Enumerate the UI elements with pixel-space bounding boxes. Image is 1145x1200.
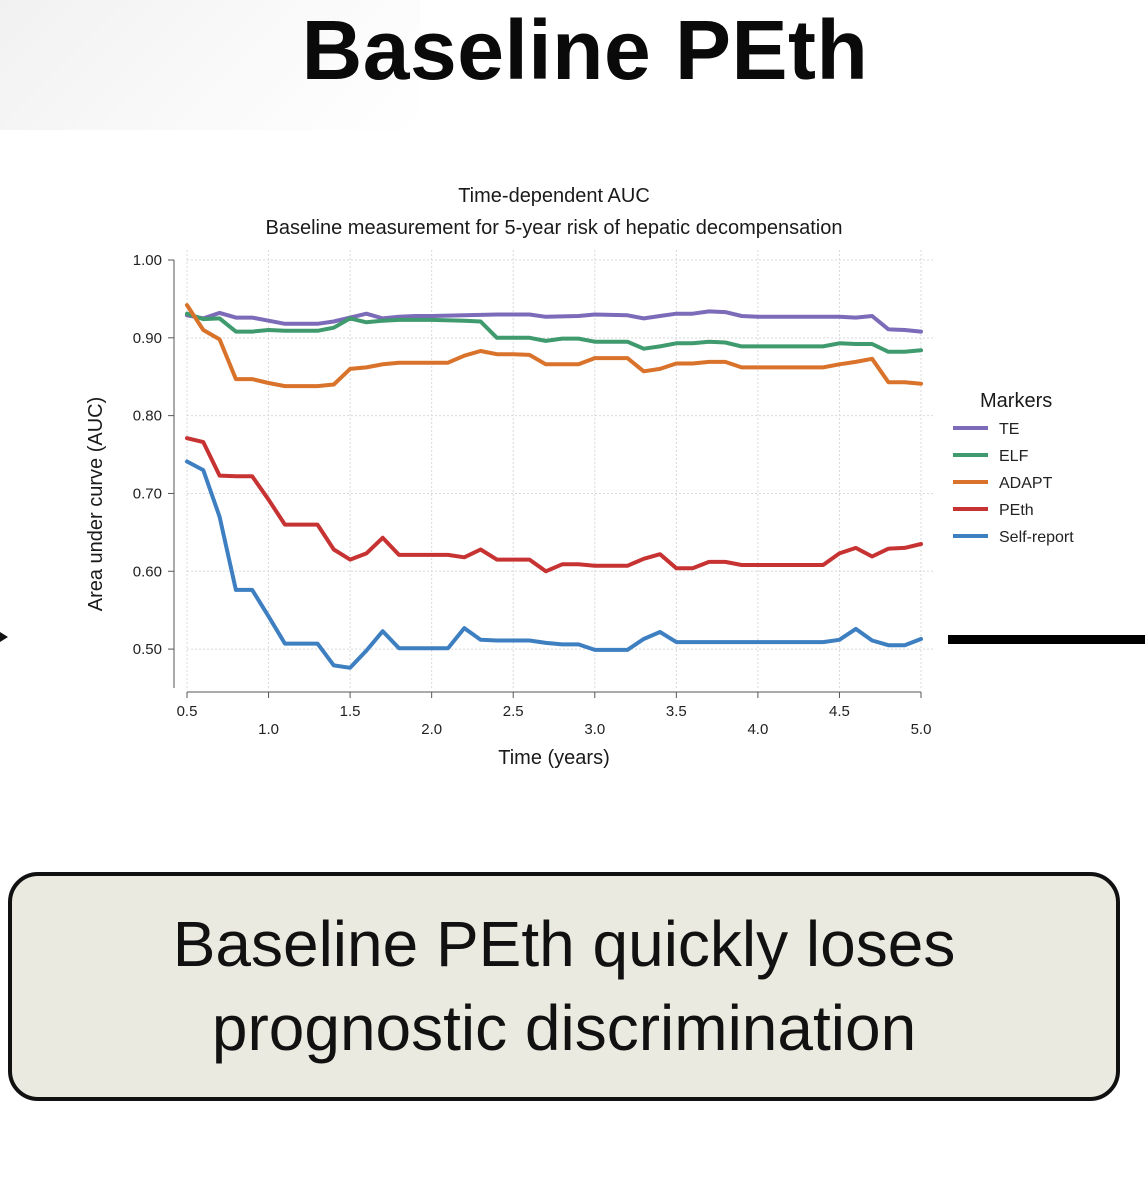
chart-title: Time-dependent AUC (458, 185, 650, 207)
legend-title: Markers (980, 390, 1052, 412)
conclusion-line-2: prognostic discrimination (211, 991, 917, 1064)
slide-title: Baseline PEth (301, 3, 869, 97)
chart-subtitle: Baseline measurement for 5-year risk of … (266, 217, 843, 239)
conclusion-text: Baseline PEth quickly loses prognostic d… (173, 903, 956, 1069)
legend-label-peth: PEth (999, 502, 1034, 519)
y-tick-label: 0.90 (133, 330, 162, 347)
y-tick-label: 1.00 (133, 252, 162, 269)
x-tick-label: 3.5 (666, 703, 687, 720)
x-tick-label: 1.5 (340, 703, 361, 720)
series-lines (185, 303, 923, 670)
legend-label-adapt: ADAPT (999, 475, 1053, 492)
conclusion-line-1: Baseline PEth quickly loses (172, 908, 956, 981)
series-line-te (185, 309, 923, 334)
x-tick-label: 0.5 (177, 703, 198, 720)
conclusion-box: Baseline PEth quickly loses prognostic d… (8, 872, 1120, 1101)
series-line-peth (185, 436, 923, 574)
series-line-adapt (185, 303, 923, 389)
legend-label-te: TE (999, 421, 1019, 438)
y-tick-label: 0.80 (133, 408, 162, 425)
legend-label-elf: ELF (999, 448, 1029, 465)
y-tick-label: 0.50 (133, 641, 162, 658)
y-tick-label: 0.70 (133, 485, 162, 502)
x-tick-label: 1.0 (258, 721, 279, 738)
left-edge-arrow-icon (0, 632, 8, 642)
right-edge-bar (948, 635, 1145, 644)
x-tick-label: 2.0 (421, 721, 442, 738)
legend: Markers TE ELF ADAPT PEth Self-report (953, 390, 1074, 546)
x-tick-label: 2.5 (503, 703, 524, 720)
x-tick-label: 4.5 (829, 703, 850, 720)
axes: 0.50 0.60 0.70 0.80 0.90 1.00 0.5 1.0 1.5 2.0 2.5 3… (133, 252, 932, 738)
x-axis-label: Time (years) (498, 747, 609, 769)
x-tick-label: 4.0 (747, 721, 768, 738)
legend-label-self-report: Self-report (999, 529, 1074, 546)
y-tick-label: 0.60 (133, 563, 162, 580)
top-left-shading (0, 0, 420, 130)
x-tick-label: 5.0 (911, 721, 932, 738)
x-tick-label: 3.0 (584, 721, 605, 738)
series-line-elf (185, 311, 923, 354)
y-axis-label: Area under curve (AUC) (85, 397, 107, 612)
auc-line-chart: Time-dependent AUC Baseline measurement … (85, 185, 1074, 769)
series-line-self-report (185, 459, 923, 670)
